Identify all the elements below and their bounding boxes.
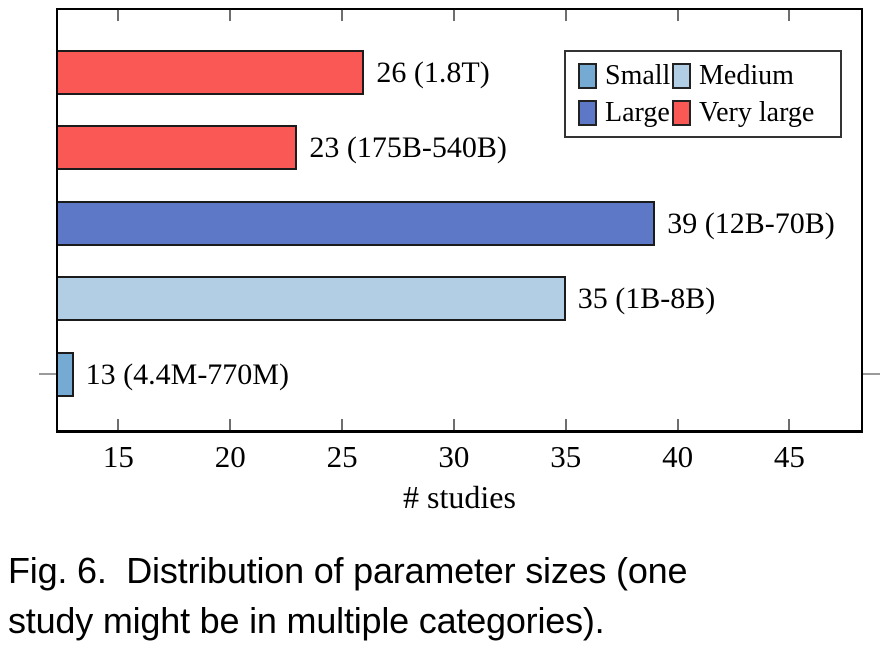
legend-label-very-large: Very large bbox=[699, 96, 815, 128]
legend-item-small: Small bbox=[578, 59, 672, 91]
bar-value-label: 39 (12B-70B) bbox=[667, 206, 835, 240]
x-tick-bottom bbox=[229, 419, 232, 430]
x-tick-top bbox=[117, 10, 120, 21]
legend-label-small: Small bbox=[605, 59, 671, 91]
bar-small bbox=[58, 351, 74, 397]
x-axis-label: # studies bbox=[403, 479, 516, 515]
x-tick-top bbox=[788, 10, 791, 21]
y-tick-right bbox=[863, 373, 880, 375]
very-large-swatch-icon bbox=[672, 99, 691, 126]
legend-label-large: Large bbox=[605, 96, 670, 128]
medium-swatch-icon bbox=[672, 62, 691, 89]
plot-area: Small Medium Large Very large 26 (1.8T) 2… bbox=[39, 8, 880, 433]
x-tick-label: 25 bbox=[326, 439, 358, 474]
x-tick-label: 35 bbox=[550, 439, 582, 474]
x-tick-bottom bbox=[117, 419, 120, 430]
bar-very-large bbox=[58, 125, 298, 170]
legend-item-very-large: Very large bbox=[672, 96, 815, 128]
bar-value-label: 35 (1B-8B) bbox=[577, 282, 716, 315]
small-swatch-icon bbox=[578, 62, 597, 89]
figure-caption: Fig. 6. Distribution of parameter sizes … bbox=[8, 546, 886, 646]
x-tick-label: 45 bbox=[773, 439, 805, 474]
x-tick-label: 15 bbox=[102, 439, 134, 474]
x-tick-top bbox=[341, 10, 344, 21]
caption-line-1: Fig. 6. Distribution of parameter sizes … bbox=[8, 550, 688, 591]
x-tick-top bbox=[452, 10, 455, 21]
legend-row: Large Very large bbox=[578, 96, 840, 128]
x-tick-top bbox=[564, 10, 567, 21]
x-tick-bottom bbox=[341, 419, 344, 430]
legend-row: Small Medium bbox=[578, 59, 840, 91]
x-tick-label: 40 bbox=[662, 439, 694, 474]
bar-value-label: 26 (1.8T) bbox=[376, 55, 490, 89]
bar-value-label: 23 (175B-540B) bbox=[309, 131, 507, 164]
bar-very-large bbox=[58, 49, 365, 95]
x-tick-top bbox=[229, 10, 232, 21]
x-tick-bottom bbox=[452, 419, 455, 430]
x-tick-top bbox=[676, 10, 679, 21]
legend-item-large: Large bbox=[578, 96, 672, 128]
large-swatch-icon bbox=[578, 99, 597, 126]
caption-line-2: study might be in multiple categories). bbox=[8, 600, 605, 641]
x-tick-bottom bbox=[564, 419, 567, 430]
bar-medium bbox=[58, 276, 566, 321]
bar-value-label: 13 (4.4M-770M) bbox=[85, 357, 289, 391]
x-tick-label: 20 bbox=[214, 439, 246, 474]
bar-large bbox=[58, 200, 656, 246]
legend-item-medium: Medium bbox=[672, 59, 794, 91]
x-tick-bottom bbox=[676, 419, 679, 430]
y-tick-left bbox=[39, 373, 56, 375]
x-tick-bottom bbox=[788, 419, 791, 430]
legend-label-medium: Medium bbox=[699, 59, 794, 91]
x-tick-label: 30 bbox=[438, 439, 470, 474]
legend: Small Medium Large Very large bbox=[564, 50, 842, 138]
